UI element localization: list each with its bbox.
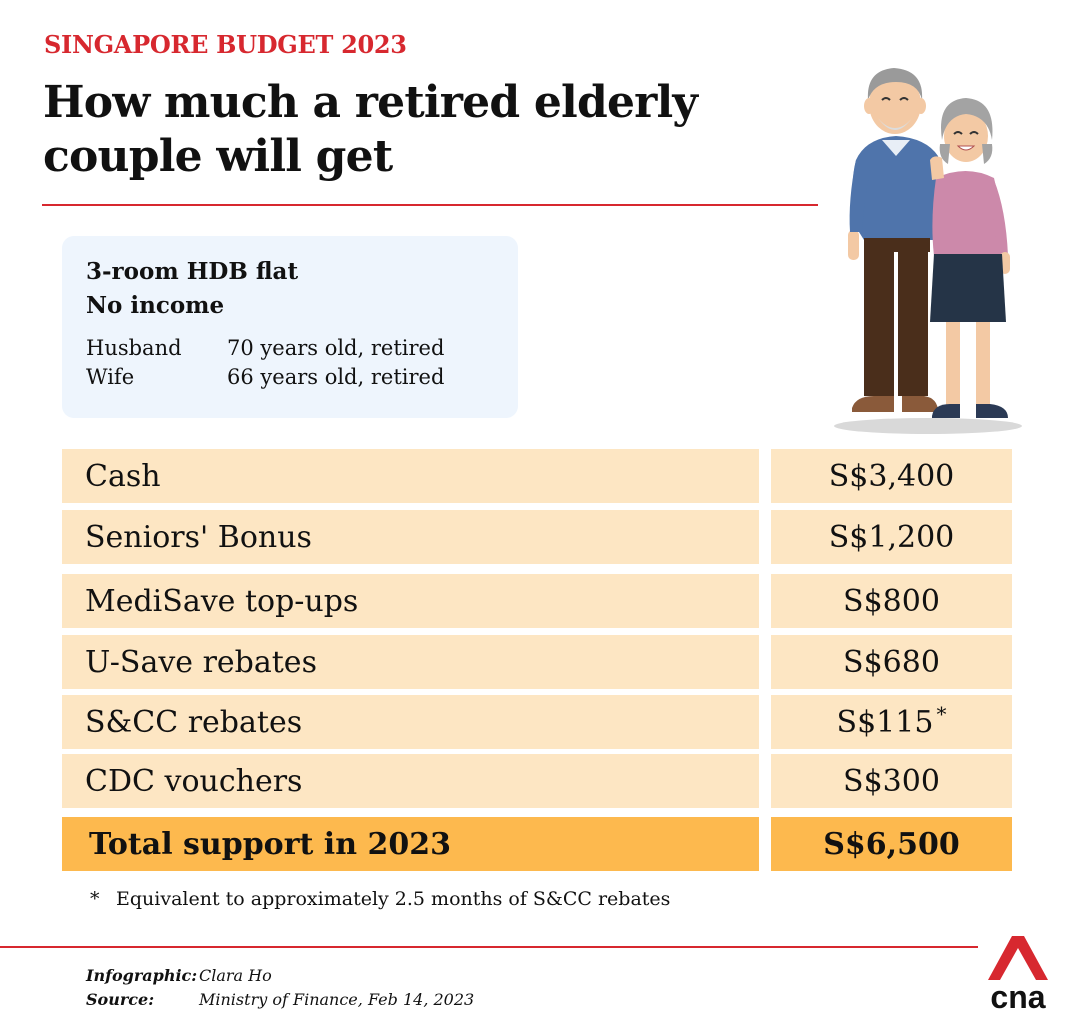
support-label: CDC vouchers [62, 754, 759, 808]
credit-key: Source: [86, 990, 155, 1009]
elderly-couple-illustration [834, 68, 1022, 434]
support-row: U-Save rebates S$680 [62, 635, 1012, 689]
support-row: Cash S$3,400 [62, 449, 1012, 503]
support-row: MediSave top-ups S$800 [62, 574, 1012, 628]
support-row: S&CC rebates S$115 * [62, 695, 1012, 749]
support-label: MediSave top-ups [62, 574, 759, 628]
support-amount: S$800 [843, 583, 940, 619]
footnote-marker: * [936, 702, 947, 726]
support-row: CDC vouchers S$300 [62, 754, 1012, 808]
member-husband: Husband 70 years old, retired [86, 336, 444, 360]
member-detail: 70 years old, retired [227, 336, 445, 360]
household-profile-card: 3-room HDB flat No income Husband 70 year… [62, 236, 518, 418]
logo-wordmark: cna [990, 979, 1045, 1014]
header-divider [42, 204, 818, 206]
total-value: S$6,500 [771, 817, 1012, 871]
housing-type: 3-room HDB flat [86, 258, 299, 285]
total-amount: S$6,500 [823, 826, 960, 862]
support-value: S$3,400 [771, 449, 1012, 503]
support-label: Seniors' Bonus [62, 510, 759, 564]
support-value: S$115 * [771, 695, 1012, 749]
source-credit: Source: Ministry of Finance, Feb 14, 2023 [86, 990, 474, 1009]
support-amount: S$115 [836, 704, 934, 740]
income-status: No income [86, 292, 225, 319]
total-label: Total support in 2023 [62, 817, 759, 871]
support-value: S$1,200 [771, 510, 1012, 564]
support-label: S&CC rebates [62, 695, 759, 749]
credit-key: Infographic: [86, 966, 198, 985]
infographic-credit: Infographic: Clara Ho [86, 966, 272, 985]
support-label: Cash [62, 449, 759, 503]
support-amount: S$680 [843, 644, 940, 680]
member-detail: 66 years old, retired [227, 365, 445, 389]
page-title: How much a retired elderly couple will g… [43, 77, 698, 182]
footnote-text: Equivalent to approximately 2.5 months o… [116, 888, 671, 910]
support-amount: S$3,400 [828, 458, 955, 494]
cna-logo: cna [988, 936, 1048, 1014]
support-label: U-Save rebates [62, 635, 759, 689]
support-amount: S$300 [843, 763, 940, 799]
credit-value: Ministry of Finance, Feb 14, 2023 [199, 990, 475, 1009]
member-role: Husband [86, 336, 182, 360]
total-support-row: Total support in 2023 S$6,500 [62, 817, 1012, 871]
support-value: S$680 [771, 635, 1012, 689]
support-row: Seniors' Bonus S$1,200 [62, 510, 1012, 564]
member-role: Wife [86, 365, 135, 389]
footer-divider [0, 946, 978, 948]
support-value: S$800 [771, 574, 1012, 628]
support-amount: S$1,200 [828, 519, 955, 555]
footnote-marker: * [90, 888, 100, 910]
credit-value: Clara Ho [199, 966, 272, 985]
section-kicker: SINGAPORE BUDGET 2023 [44, 30, 407, 59]
support-value: S$300 [771, 754, 1012, 808]
member-wife: Wife 66 years old, retired [86, 365, 444, 389]
footnote: * Equivalent to approximately 2.5 months … [90, 888, 670, 910]
